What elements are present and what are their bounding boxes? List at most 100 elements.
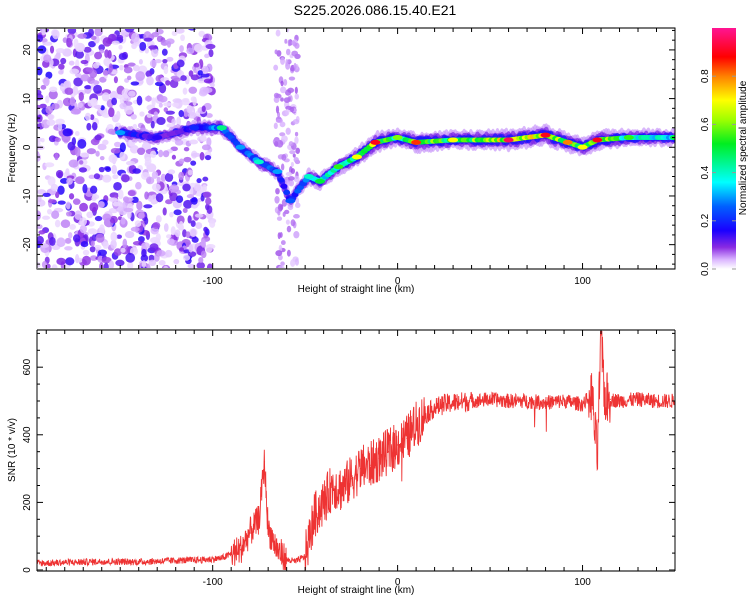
snr-point	[276, 549, 279, 551]
noise-blob	[66, 177, 73, 185]
noise-blob	[69, 68, 80, 75]
noise-blob	[290, 67, 295, 72]
noise-blob	[155, 215, 162, 223]
noise-blob	[72, 85, 79, 96]
noise-blob	[187, 111, 197, 119]
noise-blob	[111, 97, 118, 106]
chart-title: S225.2026.086.15.40.E21	[293, 2, 457, 18]
noise-blob	[279, 132, 286, 137]
noise-blob	[113, 248, 122, 256]
noise-blob	[89, 80, 100, 85]
noise-blob	[171, 154, 176, 160]
noise-blob	[188, 244, 194, 253]
noise-blob	[45, 105, 54, 115]
noise-blob	[98, 49, 105, 54]
noise-blob	[193, 62, 200, 68]
noise-blob	[103, 57, 111, 67]
noise-blob	[112, 174, 119, 180]
noise-blob	[62, 97, 73, 107]
noise-blob	[54, 152, 59, 161]
noise-blob	[294, 86, 298, 94]
snr-point	[378, 457, 380, 460]
noise-blob	[274, 49, 278, 55]
colorbar-label: Normalized spectral amplitude	[738, 80, 749, 215]
noise-blob	[86, 122, 92, 131]
noise-blob	[41, 38, 48, 43]
snr-point	[604, 397, 606, 399]
noise-blob	[120, 247, 126, 253]
noise-blob	[101, 92, 110, 102]
noise-blob	[179, 45, 184, 53]
noise-blob	[122, 196, 130, 203]
noise-blob	[280, 261, 285, 266]
noise-blob	[178, 110, 184, 118]
noise-blob	[140, 254, 149, 262]
noise-blob	[151, 97, 156, 107]
noise-blob	[94, 28, 103, 37]
noise-blob	[79, 202, 89, 212]
noise-blob	[110, 231, 118, 242]
noise-blob	[156, 250, 166, 257]
noise-blob	[74, 130, 80, 136]
noise-blob	[197, 70, 203, 76]
snr-point	[258, 518, 260, 520]
noise-blob	[137, 147, 146, 155]
snr-point	[304, 555, 306, 558]
noise-blob	[291, 40, 296, 46]
snr-point	[424, 413, 426, 416]
noise-blob	[149, 59, 157, 68]
y-tick-label: -10	[22, 188, 33, 203]
noise-blob	[37, 136, 43, 143]
noise-blob	[118, 44, 123, 50]
noise-blob	[81, 255, 91, 266]
noise-blob	[77, 138, 87, 149]
noise-blob	[273, 64, 279, 71]
noise-blob	[145, 70, 153, 78]
ridge-point	[253, 159, 264, 165]
noise-blob	[127, 261, 134, 269]
noise-blob	[103, 262, 109, 269]
noise-blob	[109, 207, 116, 213]
noise-blob	[79, 160, 84, 165]
noise-blob	[144, 95, 153, 102]
noise-blob	[286, 249, 291, 257]
noise-blob	[273, 92, 280, 99]
noise-blob	[43, 41, 53, 46]
colorbar-ticks: 0.0 0.2 0.4 0.6 0.8	[700, 69, 736, 276]
snr-point	[341, 488, 343, 490]
ridge-core	[297, 184, 305, 190]
ridge-core	[291, 192, 299, 198]
noise-blob	[282, 211, 286, 217]
noise-blob	[40, 84, 47, 90]
noise-blob	[115, 259, 125, 267]
noise-blob	[205, 113, 213, 118]
noise-blob	[155, 233, 161, 242]
noise-blob	[62, 128, 73, 137]
ridge-point	[623, 135, 634, 141]
snr-plot: -100 0 100 0 200 400 600 Height of straight l…	[7, 329, 676, 596]
noise-blob	[277, 203, 283, 211]
noise-blob	[47, 176, 56, 186]
noise-blob	[169, 211, 174, 218]
colorbar: 0.0 0.2 0.4 0.6 0.8 Normalized spectral ampl…	[700, 28, 749, 276]
noise-blob	[152, 221, 161, 229]
noise-blob	[164, 172, 174, 183]
noise-blob	[205, 197, 212, 205]
noise-blob	[73, 234, 81, 243]
noise-blob	[159, 95, 168, 103]
noise-blob	[164, 249, 173, 258]
noise-blob	[194, 43, 203, 53]
noise-blob	[150, 199, 157, 205]
snr-point	[397, 444, 399, 446]
noise-blob	[143, 37, 153, 42]
snr-point	[138, 561, 140, 563]
ridge-point	[189, 125, 200, 131]
noise-blob	[275, 118, 283, 123]
noise-blob	[144, 191, 149, 200]
noise-blob	[166, 234, 172, 239]
noise-blob	[290, 219, 296, 227]
noise-blob	[75, 176, 85, 185]
snr-y-ticks: 0 200 400 600	[22, 332, 675, 573]
noise-blob	[287, 96, 291, 102]
noise-blob	[181, 99, 191, 106]
